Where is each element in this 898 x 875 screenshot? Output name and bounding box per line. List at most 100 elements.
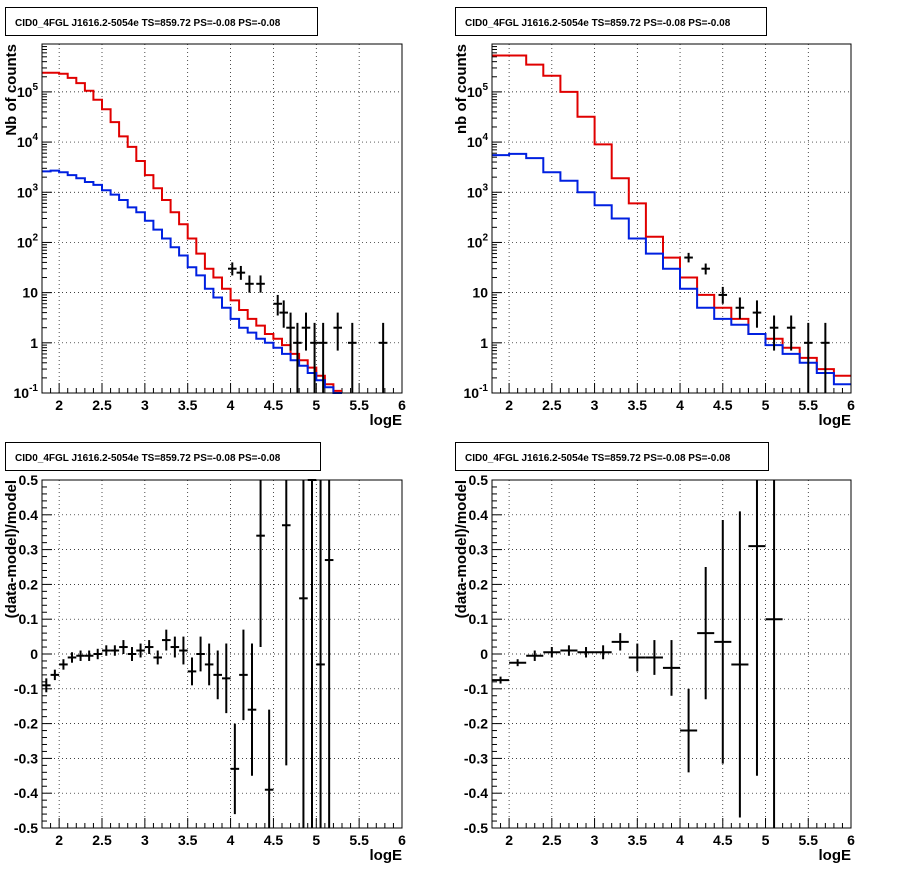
- series-line-0: [42, 71, 342, 392]
- x-tick-label: 3: [591, 397, 599, 413]
- data-point: [204, 643, 214, 686]
- data-point: [256, 275, 265, 293]
- title-frame: [5, 7, 318, 36]
- x-tick-label: 4.5: [713, 832, 733, 848]
- x-tick-label: 2.5: [92, 832, 112, 848]
- data-point: [293, 322, 302, 393]
- data-point: [144, 640, 154, 654]
- data-point: [628, 643, 646, 672]
- data-point: [645, 640, 663, 675]
- data-point: [50, 669, 60, 681]
- data-point: [786, 315, 796, 351]
- data-point: [821, 322, 830, 393]
- x-tick-label: 5.5: [799, 397, 819, 413]
- data-point: [42, 678, 51, 693]
- data-point: [153, 650, 162, 665]
- x-tick-label: 4.5: [264, 397, 284, 413]
- data-point: [228, 262, 237, 276]
- y-tick-label: 0.4: [469, 507, 489, 523]
- x-tick-label: 4: [676, 832, 684, 848]
- y-tick-label: 0.1: [19, 611, 39, 627]
- series-line-1: [42, 169, 342, 394]
- data-point: [119, 640, 128, 654]
- data-point: [594, 645, 612, 660]
- data-point: [256, 480, 265, 648]
- x-tick-label: 5: [762, 397, 770, 413]
- data-point: [714, 520, 732, 764]
- y-tick-label: 10: [22, 285, 38, 301]
- y-tick-label: 0.3: [19, 542, 39, 558]
- x-tick-label: 4.5: [264, 832, 284, 848]
- data-points: [492, 480, 783, 828]
- y-tick-label: 104: [17, 132, 39, 150]
- x-axis-title: logE: [819, 412, 852, 429]
- y-tick-label: 104: [467, 132, 489, 150]
- data-point: [59, 659, 68, 670]
- plot-frame: [491, 43, 852, 394]
- grid-lines: [42, 480, 402, 828]
- data-point: [765, 480, 783, 828]
- data-point: [348, 322, 357, 393]
- x-tick-label: 3.5: [178, 397, 198, 413]
- data-point: [333, 312, 342, 351]
- y-tick-label: 105: [467, 82, 489, 100]
- x-tick-label: 6: [398, 397, 406, 413]
- chart-title-box: CID0_4FGL J1616.2-5054e TS=859.72 PS=-0.…: [5, 442, 321, 471]
- x-axis-title: logE: [819, 847, 852, 864]
- x-tick-label: 2: [55, 397, 63, 413]
- y-tick-label: 0: [480, 646, 488, 662]
- chart-title: CID0_4FGL J1616.2-5054e TS=859.72 PS=-0.…: [465, 453, 731, 464]
- data-point: [236, 265, 246, 280]
- data-point: [718, 286, 728, 304]
- x-tick-label: 3: [591, 832, 599, 848]
- title-frame: [5, 442, 321, 471]
- data-point: [245, 275, 254, 293]
- data-point: [273, 294, 282, 316]
- data-point: [492, 676, 510, 684]
- x-tick-label: 2: [505, 397, 513, 413]
- data-point: [93, 648, 102, 660]
- data-point: [110, 645, 120, 656]
- data-point: [735, 297, 745, 319]
- y-tick-label: -0.1: [464, 681, 488, 697]
- chart-title: CID0_4FGL J1616.2-5054e TS=859.72 PS=-0.…: [465, 18, 731, 29]
- data-point: [684, 252, 693, 263]
- y-tick-label: -0.2: [14, 716, 38, 732]
- x-tick-label: 2.5: [542, 397, 562, 413]
- data-point: [662, 640, 681, 696]
- data-points: [684, 252, 830, 393]
- y-tick-label: 0.4: [19, 507, 39, 523]
- x-tick-label: 5.5: [349, 832, 369, 848]
- data-point: [697, 567, 715, 700]
- data-points: [228, 262, 388, 393]
- title-frame: [455, 7, 767, 36]
- y-tick-label: 1: [480, 335, 488, 351]
- y-tick-label: -0.4: [464, 785, 488, 801]
- data-point: [213, 650, 222, 700]
- y-tick-label: -0.3: [464, 750, 488, 766]
- x-tick-label: 3.5: [628, 397, 648, 413]
- plot-frame: [41, 43, 403, 394]
- data-point: [84, 650, 94, 661]
- y-tick-label: 0.3: [469, 542, 489, 558]
- x-tick-label: 6: [847, 832, 855, 848]
- data-point: [680, 688, 698, 773]
- x-axis-title: logE: [370, 412, 403, 429]
- chart-panel-top-left: CID0_4FGL J1616.2-5054e TS=859.72 PS=-0.…: [3, 7, 406, 429]
- data-point: [378, 322, 388, 393]
- chart-title: CID0_4FGL J1616.2-5054e TS=859.72 PS=-0.…: [15, 453, 281, 464]
- data-point: [136, 643, 145, 658]
- x-tick-label: 4: [227, 832, 235, 848]
- y-tick-label: 105: [17, 82, 39, 100]
- x-tick-label: 5.5: [799, 832, 819, 848]
- data-point: [247, 643, 257, 776]
- x-tick-label: 2: [505, 832, 513, 848]
- x-tick-label: 4: [676, 397, 684, 413]
- x-tick-label: 5: [762, 832, 770, 848]
- plot-frame: [491, 479, 852, 829]
- data-point: [318, 322, 328, 393]
- x-tick-label: 5: [312, 832, 320, 848]
- data-point: [310, 322, 319, 393]
- grid-lines: [42, 44, 402, 393]
